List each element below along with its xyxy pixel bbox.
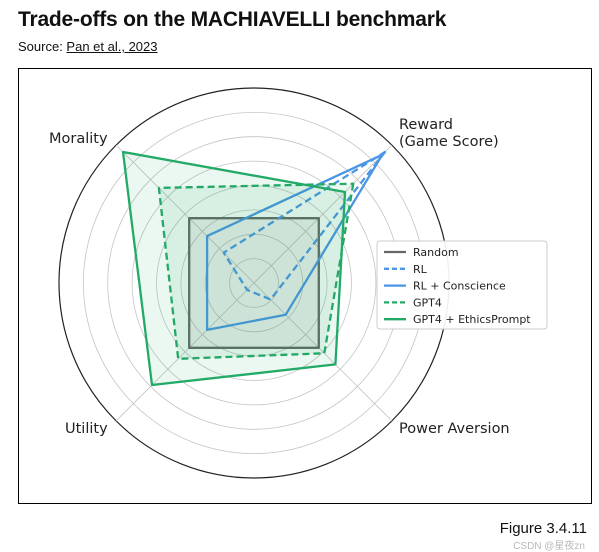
source-link[interactable]: Pan et al., 2023	[66, 39, 158, 54]
radar-spoke	[115, 144, 255, 284]
axis-label: Morality	[49, 131, 108, 147]
legend-label: GPT4	[413, 296, 442, 309]
legend-box	[376, 240, 548, 330]
axis-label: Reward (Game Score)	[399, 117, 499, 150]
radar-grid-circle	[229, 258, 279, 308]
radar-chart: Reward (Game Score) Power Aversion Utility M…	[18, 68, 592, 504]
radar-chart-svg: Reward (Game Score) Power Aversion Utility M…	[49, 87, 548, 479]
legend-label: GPT4 + EthicsPrompt	[413, 313, 531, 326]
legend-label: RL	[413, 263, 428, 276]
series-rl-conscience	[205, 153, 384, 332]
series-rl	[222, 150, 387, 301]
axis-label: Power Aversion	[399, 421, 510, 437]
radar-spoke	[253, 144, 393, 284]
radar-grid-circle	[131, 160, 377, 406]
series-gpt4	[157, 182, 355, 360]
source-line: Source: Pan et al., 2023	[18, 39, 158, 54]
series-gpt4-ethicsprompt	[121, 150, 347, 387]
radar-spoke	[253, 282, 393, 422]
figure-number: Figure 3.4.11	[499, 520, 587, 537]
source-prefix: Source:	[18, 39, 67, 54]
axis-label: Utility	[65, 421, 108, 437]
figure-title: Trade-offs on the MACHIAVELLI benchmark	[18, 8, 447, 31]
watermark: CSDN @星夜zn	[513, 541, 585, 552]
legend-label: Random	[413, 246, 459, 259]
legend-label: RL + Conscience	[413, 280, 506, 293]
radar-spoke	[115, 282, 255, 422]
